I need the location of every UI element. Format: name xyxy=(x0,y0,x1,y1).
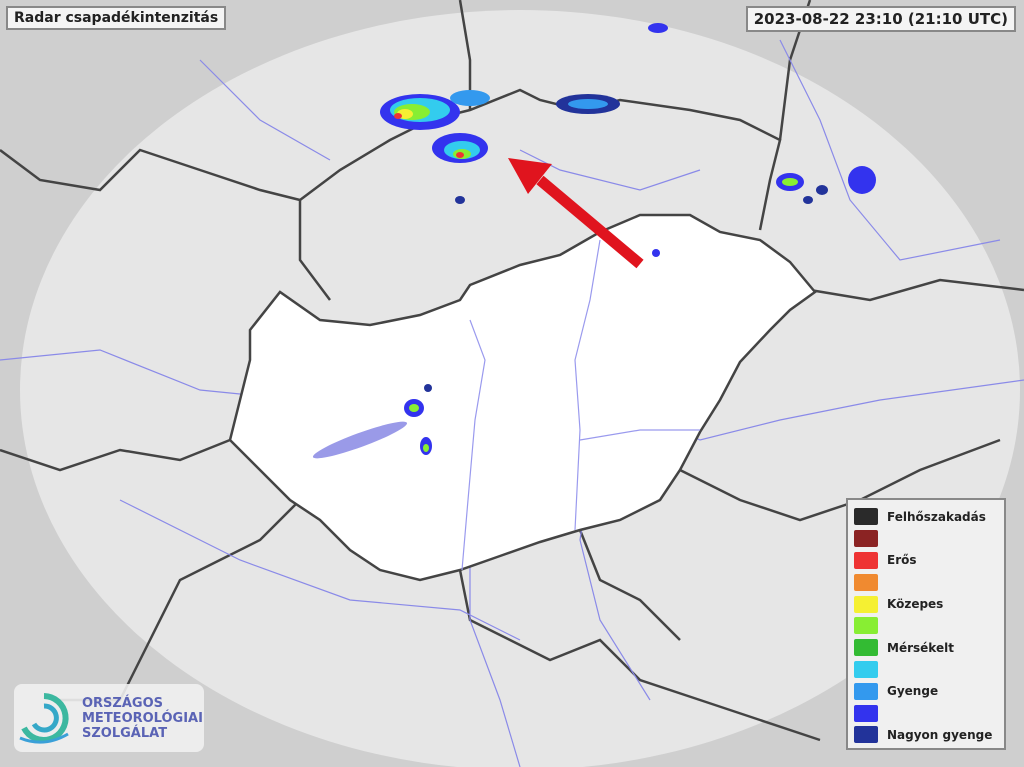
hungary-territory xyxy=(228,213,817,582)
legend-swatch xyxy=(854,508,878,526)
red-arrow-icon xyxy=(508,158,644,269)
legend-label: Nagyon gyenge xyxy=(887,727,993,742)
legend-item xyxy=(854,571,998,593)
legend-item: Nagyon gyenge xyxy=(854,724,998,746)
legend-label: Mérsékelt xyxy=(887,640,954,655)
legend-item: Felhőszakadás xyxy=(854,506,998,528)
logo-line-1: ORSZÁGOS xyxy=(82,695,163,711)
legend-swatch xyxy=(854,660,878,678)
met-service-swirl-logo xyxy=(19,693,69,744)
legend-swatch xyxy=(854,551,878,569)
map-title: Radar csapadékintenzitás xyxy=(6,6,227,30)
legend-item: Mérsékelt xyxy=(854,637,998,659)
legend-item: Gyenge xyxy=(854,680,998,702)
legend-swatch xyxy=(854,704,878,722)
timestamp: 2023-08-22 23:10 (21:10 UTC) xyxy=(745,6,1016,32)
legend-item xyxy=(854,615,998,637)
legend-label: Erős xyxy=(887,553,917,568)
legend-swatch xyxy=(854,726,878,744)
legend-item xyxy=(854,702,998,724)
legend-swatch xyxy=(854,530,878,548)
legend-item xyxy=(854,528,998,550)
legend-swatch xyxy=(854,682,878,700)
intensity-legend: Felhőszakadás Erős Közepes Mérsékelt Gyenge N… xyxy=(846,498,1006,750)
logo-line-2: METEOROLÓGIAI xyxy=(82,710,203,726)
lake-balaton xyxy=(312,421,408,459)
met-service-logo: ORSZÁGOS METEOROLÓGIAI SZOLGÁLAT xyxy=(14,684,204,752)
legend-swatch xyxy=(854,639,878,657)
hungary-rivers xyxy=(461,239,700,571)
logo-line-3: SZOLGÁLAT xyxy=(82,725,168,741)
legend-item: Erős xyxy=(854,550,998,572)
legend-swatch xyxy=(854,573,878,591)
radar-echoes xyxy=(380,23,876,455)
legend-item xyxy=(854,659,998,681)
legend-label: Gyenge xyxy=(887,684,939,699)
legend-label: Közepes xyxy=(887,597,944,612)
legend-label: Felhőszakadás xyxy=(887,509,986,524)
legend-item: Közepes xyxy=(854,593,998,615)
legend-swatch xyxy=(854,595,878,613)
legend-swatch xyxy=(854,617,878,635)
